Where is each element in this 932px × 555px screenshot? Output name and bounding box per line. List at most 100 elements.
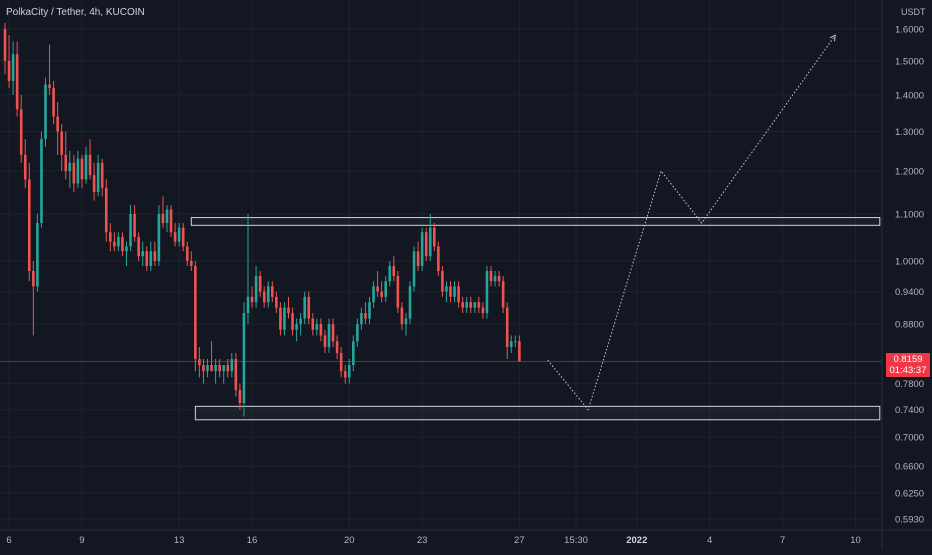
time-tick-label: 7 [780,535,785,546]
candle-body [509,341,513,348]
candle-body [238,390,242,404]
price-tick-label: 1.0000 [895,257,924,268]
candle [254,265,258,308]
candle-body [473,302,477,308]
candle [445,281,448,303]
candle [433,223,436,252]
candle-body [32,271,35,287]
candle-body [64,154,68,172]
candle [133,205,136,242]
candle [242,302,246,417]
time-axis[interactable]: 6 9 13 16 20 23 27 15:30 2022 4 7 10 [0,529,932,546]
candle [56,102,59,155]
candle-body [242,313,246,404]
time-tick-label: 10 [850,535,861,546]
candle [279,302,282,336]
candle-body [368,302,371,319]
candle [327,318,331,354]
candle-body [404,318,408,325]
candle [477,296,481,314]
candle-body [185,246,189,262]
price-tick-label: 0.6600 [895,462,924,473]
candle [92,162,96,201]
candle [364,302,367,325]
projection-path [547,34,836,411]
candle-body [194,265,197,359]
candle-body [145,251,149,266]
candle-body [258,276,262,292]
candle [64,131,68,180]
candle-body [104,187,108,233]
candle-body [327,324,331,348]
candle-body [80,158,84,180]
time-tick-label: 20 [344,535,355,546]
candle-body [11,54,15,82]
candle-body [384,281,387,297]
candle [84,146,88,184]
candle-body [222,365,225,372]
candle-body [165,209,169,224]
candle [250,286,254,308]
candle-body [501,281,505,308]
price-axis[interactable]: 1.6000 1.5000 1.4000 1.3000 1.2000 1.1000 1.00… [881,0,924,550]
bar-countdown: 01:43:37 [889,365,927,376]
current-price-value: 0.8159 [893,354,923,365]
candle-body [449,286,452,297]
candle-body [437,246,440,272]
candle-body [129,213,132,247]
candle-body [56,116,59,132]
candle-body [518,341,521,362]
candle-body [380,291,383,297]
candle [396,271,400,314]
candle [157,205,161,266]
candle-body [364,313,367,319]
candle-body [388,265,392,282]
candle [32,261,35,336]
candle-body [279,307,282,330]
candle [291,307,294,336]
candle [307,291,311,325]
candle [275,291,278,314]
time-tick-label: 16 [247,535,258,546]
candle-body [372,286,375,303]
candle [15,41,19,117]
price-tick-label: 0.8800 [895,320,924,331]
candle-body [52,87,55,117]
candle-body [72,162,76,184]
candle-body [36,223,39,287]
candle-body [48,84,51,88]
candle [384,276,387,303]
candle-body [453,286,456,297]
candle-body [202,365,205,372]
candle [190,251,193,272]
candle-body [262,291,266,303]
candle-body [299,318,302,325]
candle [457,281,460,308]
candle-body [117,236,120,247]
candle [117,232,120,252]
candle [424,227,428,262]
candle [226,358,230,378]
candle [173,223,177,247]
candle [368,296,371,325]
candle [360,307,363,330]
candle [493,271,497,287]
candle [214,358,217,384]
candle-body [445,286,448,292]
candle-body [331,324,335,342]
candle-body [315,324,319,330]
candle-body [303,296,306,319]
candle-body [149,251,153,266]
candle [295,318,298,342]
candle-body [92,175,96,193]
price-tick-label: 1.6000 [895,25,924,36]
candle [465,296,468,314]
candle-body [250,296,254,303]
candle-body [356,324,359,342]
candle [104,179,108,242]
candle [283,302,286,336]
candle [420,227,424,272]
candle-body [420,232,424,266]
